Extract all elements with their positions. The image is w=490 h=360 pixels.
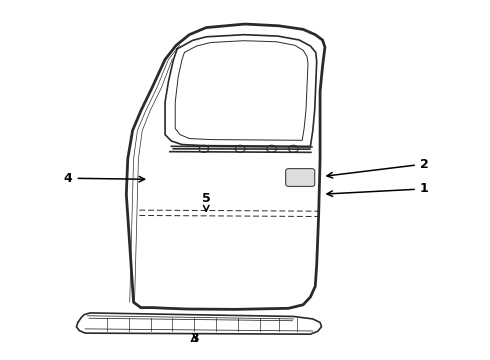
Text: 4: 4 xyxy=(64,172,145,185)
Text: 1: 1 xyxy=(327,183,429,197)
Text: 2: 2 xyxy=(327,158,429,178)
Text: 5: 5 xyxy=(202,192,211,211)
Text: 3: 3 xyxy=(190,332,198,345)
FancyBboxPatch shape xyxy=(286,168,315,186)
